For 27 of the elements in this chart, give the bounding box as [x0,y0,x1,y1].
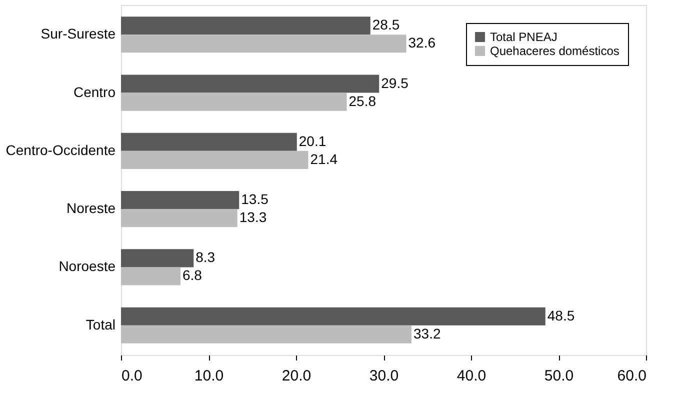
y-tick-label: Total [86,316,116,332]
data-label: 48.5 [547,307,575,324]
y-tick-label: Centro [73,84,116,100]
data-label: 13.3 [239,209,267,226]
y-tick-label: Sur-Sureste [40,26,116,42]
x-tick-label: 40.0 [456,368,486,384]
data-label: 28.5 [372,16,400,33]
x-tick-label: 30.0 [369,368,399,384]
x-tick-label: 0.0 [122,368,142,384]
data-label: 33.2 [414,325,441,342]
legend-label: Quehaceres domésticos [490,44,620,58]
data-label: 29.5 [381,74,409,91]
data-label: 20.1 [298,132,326,149]
data-label: 21.4 [310,150,338,167]
x-tick-label: 20.0 [282,368,312,384]
legend-label: Total PNEAJ [490,30,558,44]
y-tick-label: Centro-Occidente [6,142,116,158]
data-label: 25.8 [348,92,376,109]
data-label: 32.6 [408,34,436,51]
y-tick-label: Noreste [66,200,116,216]
y-tick-label: Noroeste [58,258,116,274]
x-tick-label: 60.0 [617,368,646,384]
data-label: 13.5 [241,191,269,208]
x-tick-label: 50.0 [544,368,574,384]
data-label: 6.8 [182,267,202,284]
data-label: 8.3 [196,249,216,266]
x-tick-label: 10.0 [194,368,224,384]
